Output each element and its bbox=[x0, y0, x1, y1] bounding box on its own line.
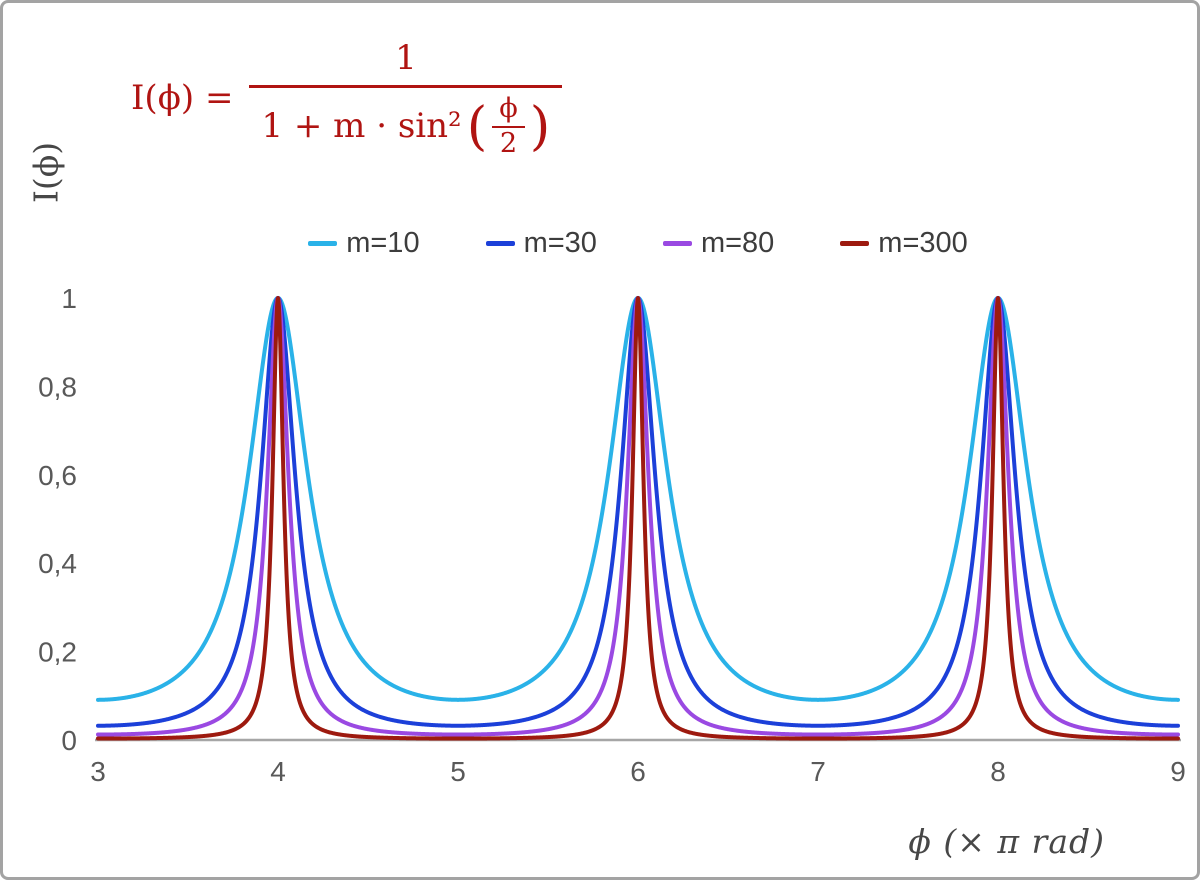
x-tick-label: 4 bbox=[270, 756, 286, 787]
y-tick-label: 0,6 bbox=[38, 460, 77, 491]
x-tick-label: 8 bbox=[990, 756, 1006, 787]
legend-swatch bbox=[662, 241, 692, 246]
y-tick-label: 1 bbox=[61, 283, 77, 314]
formula-fraction: 1 1 + m · sin² ( ϕ 2 ) bbox=[249, 38, 563, 158]
legend-item-m=300: m=300 bbox=[840, 227, 968, 260]
legend-swatch bbox=[840, 241, 870, 246]
legend-swatch bbox=[485, 241, 515, 246]
formula-inner-denominator: 2 bbox=[499, 127, 518, 159]
formula-inner-numerator: ϕ bbox=[492, 95, 525, 128]
legend-label: m=300 bbox=[878, 227, 968, 259]
plot-area: 3 4 5 6 7 8 9 0 0,2 0,4 0,6 0,8 1 bbox=[38, 283, 1186, 787]
formula-annotation: I(ϕ) = 1 1 + m · sin² ( ϕ 2 ) bbox=[131, 38, 563, 158]
y-tick-label: 0,2 bbox=[38, 637, 77, 668]
y-tick-label: 0,8 bbox=[38, 371, 77, 402]
curve-m=300 bbox=[96, 296, 1180, 741]
x-tick-label: 9 bbox=[1170, 756, 1186, 787]
formula-denominator: 1 + m · sin² ( ϕ 2 ) bbox=[249, 85, 563, 158]
formula-denominator-prefix: 1 + m · sin² bbox=[261, 106, 462, 147]
legend-item-m=30: m=30 bbox=[485, 227, 597, 260]
curve-m=30 bbox=[96, 296, 1180, 728]
legend-label: m=80 bbox=[700, 227, 775, 259]
y-tick-label: 0 bbox=[61, 725, 77, 756]
x-tick-label: 3 bbox=[90, 756, 106, 787]
legend-item-m=80: m=80 bbox=[662, 227, 775, 260]
y-tick-label: 0,4 bbox=[38, 548, 77, 579]
close-paren: ) bbox=[529, 95, 551, 157]
legend-label: m=30 bbox=[523, 227, 597, 259]
y-axis-title: I(ϕ) bbox=[26, 141, 66, 204]
curve-m=80 bbox=[96, 296, 1180, 737]
legend-item-m=10: m=10 bbox=[308, 227, 420, 260]
x-tick-label: 7 bbox=[810, 756, 826, 787]
x-tick-label: 5 bbox=[450, 756, 466, 787]
formula-numerator: 1 bbox=[395, 38, 417, 78]
legend-label: m=10 bbox=[346, 227, 420, 259]
x-axis-title: ϕ (× π rad) bbox=[908, 822, 1105, 861]
open-paren: ( bbox=[466, 95, 488, 157]
formula-inner-fraction: ϕ 2 bbox=[492, 95, 525, 158]
legend-swatch bbox=[308, 241, 338, 246]
x-tick-label: 6 bbox=[630, 756, 646, 787]
formula-lhs: I(ϕ) = bbox=[131, 78, 234, 119]
legend: m=10 m=30 m=80 m=300 bbox=[98, 227, 1178, 260]
